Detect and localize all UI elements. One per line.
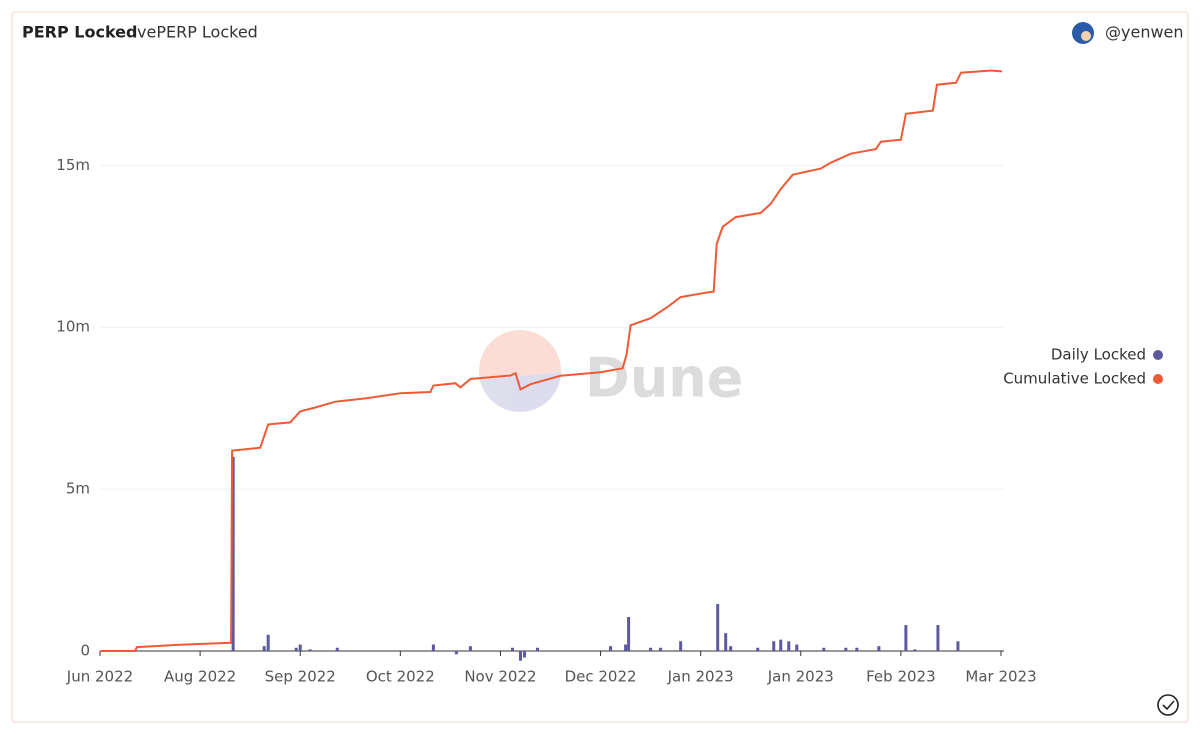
bar xyxy=(679,641,683,651)
x-tick-label: Nov 2022 xyxy=(464,668,536,686)
bar xyxy=(787,641,791,651)
legend-label: Daily Locked xyxy=(1051,346,1146,364)
bar xyxy=(624,644,628,651)
y-tick-label: 0 xyxy=(80,642,90,660)
bar xyxy=(716,604,720,651)
x-tick-label: Jun 2022 xyxy=(66,668,133,686)
bar xyxy=(431,644,435,651)
bar xyxy=(779,639,783,651)
bar xyxy=(772,641,776,651)
x-tick-label: Aug 2022 xyxy=(164,668,236,686)
bar xyxy=(298,644,302,651)
x-tick-label: Dec 2022 xyxy=(565,668,637,686)
watermark: Dune xyxy=(479,330,743,413)
bar xyxy=(468,646,472,651)
bar xyxy=(262,646,266,651)
bar xyxy=(266,634,270,651)
x-tick-label: Jan 2023 xyxy=(767,668,834,686)
bar xyxy=(649,647,653,651)
tab-active[interactable]: PERP Locked xyxy=(22,23,137,42)
bar xyxy=(308,649,312,651)
bar xyxy=(913,649,917,651)
watermark-logo xyxy=(479,330,562,380)
bar xyxy=(795,644,799,651)
x-tick-label: Sep 2022 xyxy=(265,668,336,686)
panel xyxy=(11,11,1189,723)
bar xyxy=(335,647,339,651)
bar xyxy=(518,651,522,661)
bar xyxy=(822,647,826,651)
bar xyxy=(844,647,848,651)
bar xyxy=(609,646,613,651)
legend-swatch xyxy=(1153,374,1163,384)
legend-swatch xyxy=(1153,350,1163,360)
bar xyxy=(522,651,526,658)
avatar-face xyxy=(1081,31,1091,41)
legend-label: Cumulative Locked xyxy=(1003,370,1146,388)
watermark-text: Dune xyxy=(585,347,743,410)
bar xyxy=(904,625,908,651)
bar xyxy=(510,647,514,651)
bar xyxy=(956,641,960,651)
tab[interactable]: vePERP Locked xyxy=(137,23,258,42)
x-tick-label: Feb 2023 xyxy=(866,668,936,686)
bar xyxy=(627,617,631,651)
line xyxy=(100,69,1003,652)
bar xyxy=(294,647,298,651)
bar xyxy=(454,651,458,655)
y-tick-label: 15m xyxy=(56,156,90,174)
bar xyxy=(724,633,728,651)
bar xyxy=(659,647,663,651)
x-tick-label: Oct 2022 xyxy=(366,668,435,686)
bar xyxy=(231,456,235,651)
bar xyxy=(936,625,940,651)
bar xyxy=(855,647,859,651)
username[interactable]: @yenwen xyxy=(1105,23,1184,42)
check-icon[interactable] xyxy=(1157,694,1179,716)
bar xyxy=(729,646,733,651)
y-tick-label: 10m xyxy=(56,318,90,336)
bar xyxy=(535,647,539,651)
y-tick-label: 5m xyxy=(66,480,90,498)
bar xyxy=(756,647,760,651)
x-tick-label: Mar 2023 xyxy=(965,668,1036,686)
x-tick-label: Jan 2023 xyxy=(667,668,734,686)
bar xyxy=(877,646,881,651)
